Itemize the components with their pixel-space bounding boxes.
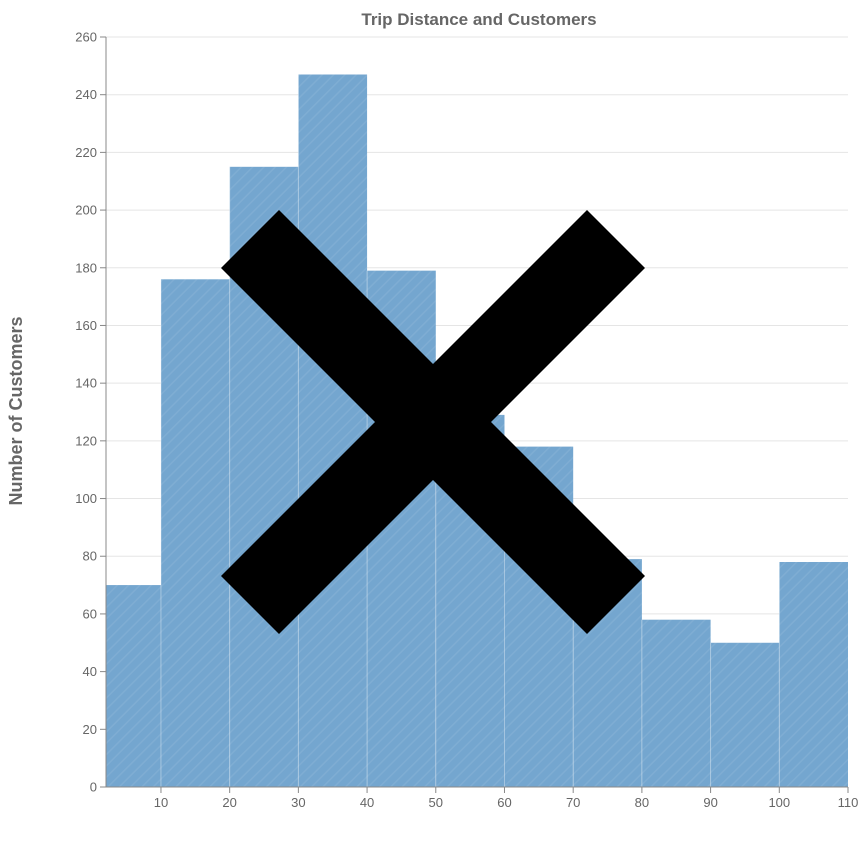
- histogram-bar-texture: [298, 74, 368, 787]
- histogram-bar-texture: [641, 619, 711, 787]
- x-tick-label: 110: [838, 795, 859, 810]
- cross-stroke-up: [221, 210, 645, 634]
- histogram-bar-texture: [106, 585, 161, 787]
- y-tick-label: 0: [90, 780, 97, 795]
- y-tick-label: 120: [75, 433, 97, 448]
- axes: [100, 36, 849, 793]
- y-tick-label: 140: [75, 376, 97, 391]
- x-tick-label: 30: [291, 795, 305, 810]
- y-tick-label: 180: [75, 260, 97, 275]
- tick-labels: 0 20 40 60 80 100 120 140 160 180 200 220 240 260 10 20…: [75, 30, 858, 811]
- x-cross-overlay: [221, 210, 645, 634]
- y-tick-label: 220: [75, 145, 97, 160]
- x-tick-label: 50: [429, 795, 443, 810]
- y-tick-label: 200: [75, 203, 97, 218]
- x-tick-label: 60: [497, 795, 511, 810]
- y-tick-label: 100: [75, 491, 97, 506]
- y-tick-label: 20: [83, 722, 97, 737]
- histogram-bar-texture: [779, 562, 848, 787]
- y-tick-label: 60: [83, 606, 97, 621]
- x-tick-label: 20: [222, 795, 236, 810]
- x-tick-label: 70: [566, 795, 580, 810]
- x-tick-label: 90: [703, 795, 717, 810]
- x-tick-label: 10: [154, 795, 168, 810]
- y-axis-label: Number of Customers: [6, 316, 26, 505]
- y-tick-label: 160: [75, 318, 97, 333]
- x-tick-label: 40: [360, 795, 374, 810]
- x-tick-label: 80: [635, 795, 649, 810]
- y-tick-label: 240: [75, 87, 97, 102]
- y-tick-label: 40: [83, 664, 97, 679]
- histogram-bar-texture: [160, 279, 230, 787]
- x-tick-label: 100: [768, 795, 790, 810]
- y-tick-label: 80: [83, 549, 97, 564]
- chart-title: Trip Distance and Customers: [361, 10, 596, 29]
- histogram-bar-texture: [710, 642, 780, 787]
- y-tick-label: 260: [75, 30, 97, 45]
